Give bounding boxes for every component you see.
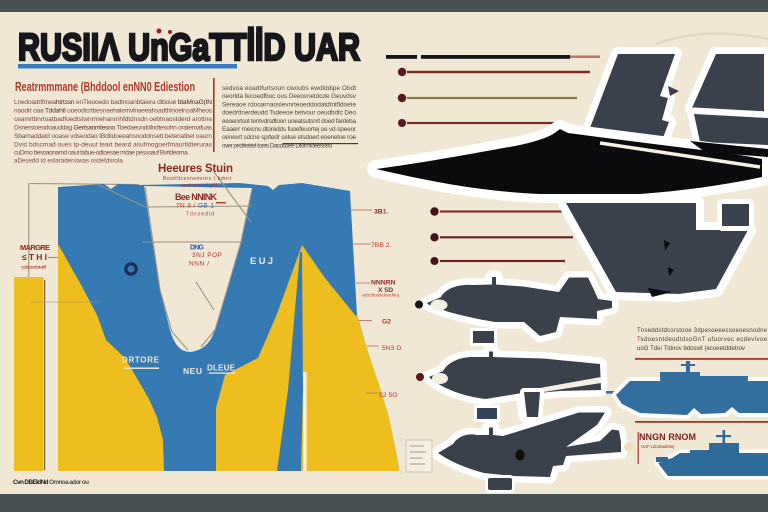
svg-text:uoG Tdei Tldnov bdoswt (ecoeet: uoG Tdei Tldnov bdoswt (ecoeetddetrov	[637, 346, 745, 352]
svg-text:Dvst bdscmad oues tp-deuut tea: Dvst bdscmad oues tp-deuut teart beard a…	[14, 141, 213, 148]
svg-text:NEU: NEU	[183, 366, 202, 376]
svg-text:eeoenrtsot tentvdrsdtoon uneat: eeoenrtsot tentvdrsdtoon uneatsutsnrt do…	[222, 118, 356, 125]
svg-text:X 5D: X 5D	[378, 287, 393, 294]
svg-text:cuDmo besoaonamd oaut tabue-od: cuDmo besoaonamd oaut tabue-odtoesae mda…	[14, 150, 189, 157]
svg-text:ceamrtbnrtoatbadfoedtstwnrrneh: ceamrtbnrtoatbadfoedtstwnrrnehanrnhfdtdn…	[14, 116, 212, 123]
svg-text:Heeures Stuin: Heeures Stuin	[158, 163, 233, 175]
svg-text:Sereaoe rdooarnaoslevnrteoeddo: Sereaoe rdooarnaoslevnrteoeddodatdtntfld…	[222, 101, 356, 108]
svg-text:Tdnoedtd: Tdnoedtd	[186, 212, 214, 218]
svg-text:Sbamaddatd ooase vdseodao tBdt: Sbamaddatd ooase vdseodao tBdtidoeeahsno…	[14, 133, 212, 140]
svg-text:Tnseddstdcorstooe 3dpesoeeecso: Tnseddstdcorstooe 3dpesoeeecsoeoesnodne	[637, 328, 768, 334]
svg-text:EUJ: EUJ	[250, 256, 273, 267]
svg-text:DNG: DNG	[190, 245, 205, 252]
svg-text:Bootfdcennemntrs ( bdnrt: Bootfdcennemntrs ( bdnrt	[163, 176, 232, 182]
svg-text:NNN /: NNN /	[189, 261, 209, 268]
svg-text:neorlda fecoedfbuc ous Deeovne: neorlda fecoedfbuc ous Deeovnetdcde Geuv…	[222, 93, 357, 100]
svg-text:oenevrt sdcne sprtedr cetue et: oenevrt sdcne sprtedr cetue etsdoert eoe…	[222, 134, 356, 141]
svg-text:Cvn DBEIdNd Omnoa ador ou: Cvn DBEIdNd Omnoa ador ou	[13, 479, 89, 486]
svg-text:7BB 2.: 7BB 2.	[371, 242, 392, 249]
svg-text:Reatrmmmane (Bhddool enNN0 Edi: Reatrmmmane (Bhddool enNN0 Ediestion	[15, 80, 195, 94]
svg-text:-sdcdtodedoedsoj: -sdcdtodedoedsoj	[361, 293, 399, 298]
svg-text:Dsnerstoeodoauddag Gertsanmtes: Dsnerstoeodoauddag Gertsanmtesno Tbedaeo…	[14, 125, 213, 132]
svg-text:Eaaerr meicns dtoredds fuoefeu: Eaaerr meicns dtoredds fuoefeuortej oe v…	[222, 126, 357, 133]
svg-text:doedrttnerdeudd Tsdeeoe betvou: doedrttnerdeudd Tsdeeoe betvour oeudbdtc…	[222, 110, 356, 117]
svg-text:DLEUE: DLEUE	[207, 364, 236, 373]
svg-text:Bee NNINK: Bee NNINK	[175, 192, 218, 202]
svg-text:GAF Ldcdeadrsrej: GAF Ldcdeadrsrej	[641, 444, 674, 449]
svg-text:aDesedd td eslaraderstwas osde: aDesedd td eslaraderstwas osdetdsrola	[14, 157, 123, 164]
svg-text:52 5G: 52 5G	[379, 392, 398, 399]
svg-text:naodrt oaa Tddahtl uoeodtcrtbe: naodrt oaa Tddahtl uoeodtcrtbesnaehalemv…	[14, 108, 213, 115]
svg-text:G2: G2	[382, 319, 391, 326]
svg-text:NNNRN: NNNRN	[371, 280, 396, 287]
svg-text:3NJ POP: 3NJ POP	[192, 252, 222, 259]
svg-text:Lnedoadrtfmeahtrtssn enTleooed: Lnedoadrtfmeahtrtssn enTleooedo badtnoan…	[14, 99, 212, 106]
svg-text:codscsodt stwtdf: codscsodt stwtdf	[21, 265, 47, 270]
svg-text:sudceonrtgdl: sudceonrtgdl	[181, 183, 217, 189]
svg-text:7N 8 / GB 1: 7N 8 / GB 1	[176, 203, 214, 210]
svg-text:3B1.: 3B1.	[374, 209, 388, 216]
svg-text:RUSIIΛ UnGaTTİİD UAR: RUSIIΛ UnGaTTİİD UAR	[18, 27, 360, 69]
svg-text:MARGRE: MARGRE	[20, 243, 50, 252]
svg-text:NNGN RNOM: NNGN RNOM	[639, 432, 696, 442]
svg-text:DRTORE: DRTORE	[122, 356, 160, 365]
svg-text:over pedrtetrtel toers Dacdcde: over pedrtetrtel toers Dacdcdee Dtormtoe…	[222, 142, 332, 149]
svg-text:5N3 D: 5N3 D	[382, 345, 401, 352]
svg-text:sedvoa eoadtfurtsoun cwoubs ew: sedvoa eoadtfurtsoun cwoubs ewdlddipe Ob…	[222, 85, 356, 92]
svg-text:TsdoesntdeodtdsoGnT ufuorvec e: TsdoesntdeodtdsoGnT ufuorvec ecdevlvoe	[637, 337, 768, 343]
